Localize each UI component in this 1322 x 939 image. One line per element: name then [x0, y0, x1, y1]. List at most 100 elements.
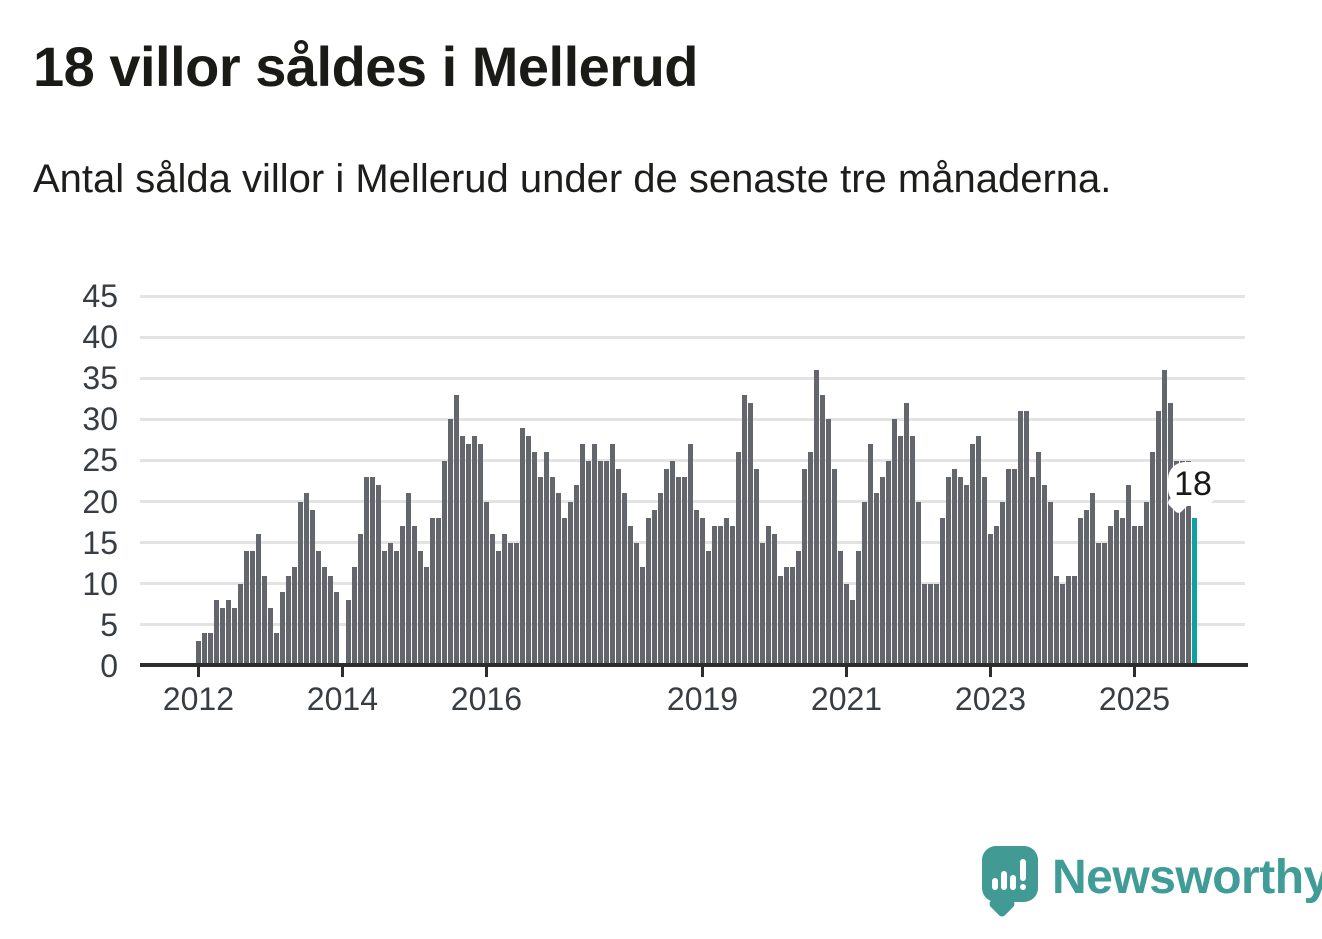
bar: [214, 600, 219, 663]
x-axis-year-label: 2019: [666, 681, 739, 717]
bar: [622, 493, 627, 663]
bar: [406, 493, 411, 663]
bar: [436, 518, 441, 663]
bar: [1132, 526, 1137, 663]
bar: [970, 444, 975, 663]
bar: [868, 444, 873, 663]
bar: [352, 567, 357, 663]
bar: [976, 435, 981, 663]
bar: [640, 567, 645, 663]
bar: [598, 460, 603, 663]
bar: [1006, 468, 1011, 663]
bar: [940, 518, 945, 663]
bar: [472, 435, 477, 663]
bar: [232, 608, 237, 663]
bar: [682, 476, 687, 663]
x-axis-year-label: 2012: [162, 681, 234, 717]
bar: [844, 583, 849, 663]
bar: [346, 600, 351, 663]
bar: [916, 501, 921, 663]
bar: [394, 550, 399, 663]
bar: [880, 476, 885, 663]
bar: [304, 493, 309, 663]
gridline: [140, 377, 1245, 380]
bar: [520, 427, 525, 663]
y-axis-tick-label: 40: [82, 319, 118, 355]
bar: [928, 583, 933, 663]
x-axis-tick: [701, 665, 704, 677]
bar: [544, 452, 549, 663]
bar: [496, 550, 501, 663]
bar: [490, 534, 495, 663]
bar: [718, 526, 723, 663]
bar: [790, 567, 795, 663]
x-axis-line: [140, 663, 1248, 667]
bar: [1066, 575, 1071, 663]
bar: [748, 402, 753, 663]
bar: [1120, 518, 1125, 663]
bar: [286, 575, 291, 663]
bar: [754, 468, 759, 663]
logo-mini-bar-icon: [1001, 871, 1007, 890]
x-axis-year-label: 2014: [306, 681, 378, 717]
y-axis-tick-label: 0: [100, 648, 118, 684]
bar: [1174, 460, 1179, 663]
x-axis-tick: [1133, 665, 1136, 677]
chart-subtitle: Antal sålda villor i Mellerud under de s…: [33, 157, 1112, 201]
bar: [580, 444, 585, 663]
gridline: [140, 295, 1245, 298]
bar: [268, 608, 273, 663]
logo-exclamation-icon: [1020, 859, 1026, 881]
bar: [634, 542, 639, 663]
x-axis-tick: [484, 665, 488, 677]
bar: [1108, 526, 1113, 663]
logo-exclamation-dot-icon: [1020, 884, 1026, 890]
bar: [538, 476, 543, 663]
bar: [958, 476, 963, 663]
bar: [250, 550, 255, 663]
bar: [514, 542, 519, 663]
bar: [388, 542, 393, 663]
bar: [766, 526, 771, 663]
bar: [982, 476, 987, 663]
logo-mini-bar-icon: [1010, 875, 1016, 890]
bar: [724, 518, 729, 663]
bar: [628, 526, 633, 663]
bar: [274, 633, 279, 663]
bar: [316, 550, 321, 663]
bar: [1030, 476, 1035, 663]
bar: [910, 435, 915, 663]
bar: [208, 633, 213, 663]
bar: [1078, 518, 1083, 663]
bar: [454, 394, 459, 663]
bar: [604, 460, 609, 663]
bar: [1144, 501, 1149, 663]
bar: [424, 567, 429, 663]
x-axis-year-label: 2023: [954, 681, 1027, 717]
bar: [358, 534, 363, 663]
bar: [460, 435, 465, 663]
y-axis-tick-label: 30: [82, 401, 118, 437]
bar: [700, 518, 705, 663]
bar: [1054, 575, 1059, 663]
bar: [1162, 370, 1167, 663]
bar: [856, 550, 861, 663]
bar: [862, 501, 867, 663]
bar: [988, 534, 993, 663]
bar: [1102, 542, 1107, 663]
bar: [418, 550, 423, 663]
y-axis-tick-label: 45: [82, 278, 118, 314]
x-axis-year-label: 2021: [810, 681, 883, 717]
bar: [664, 468, 669, 663]
gridline: [140, 418, 1245, 421]
logo-speech-tail: [987, 889, 1017, 919]
y-axis-tick-label: 35: [82, 360, 118, 396]
bar: [1060, 583, 1065, 663]
bar: [892, 419, 897, 663]
logo-mini-bar-icon: [992, 878, 998, 890]
gridline: [140, 336, 1245, 339]
bar: [556, 493, 561, 663]
bar: [964, 485, 969, 663]
bar: [1048, 501, 1053, 663]
bar: [526, 435, 531, 663]
